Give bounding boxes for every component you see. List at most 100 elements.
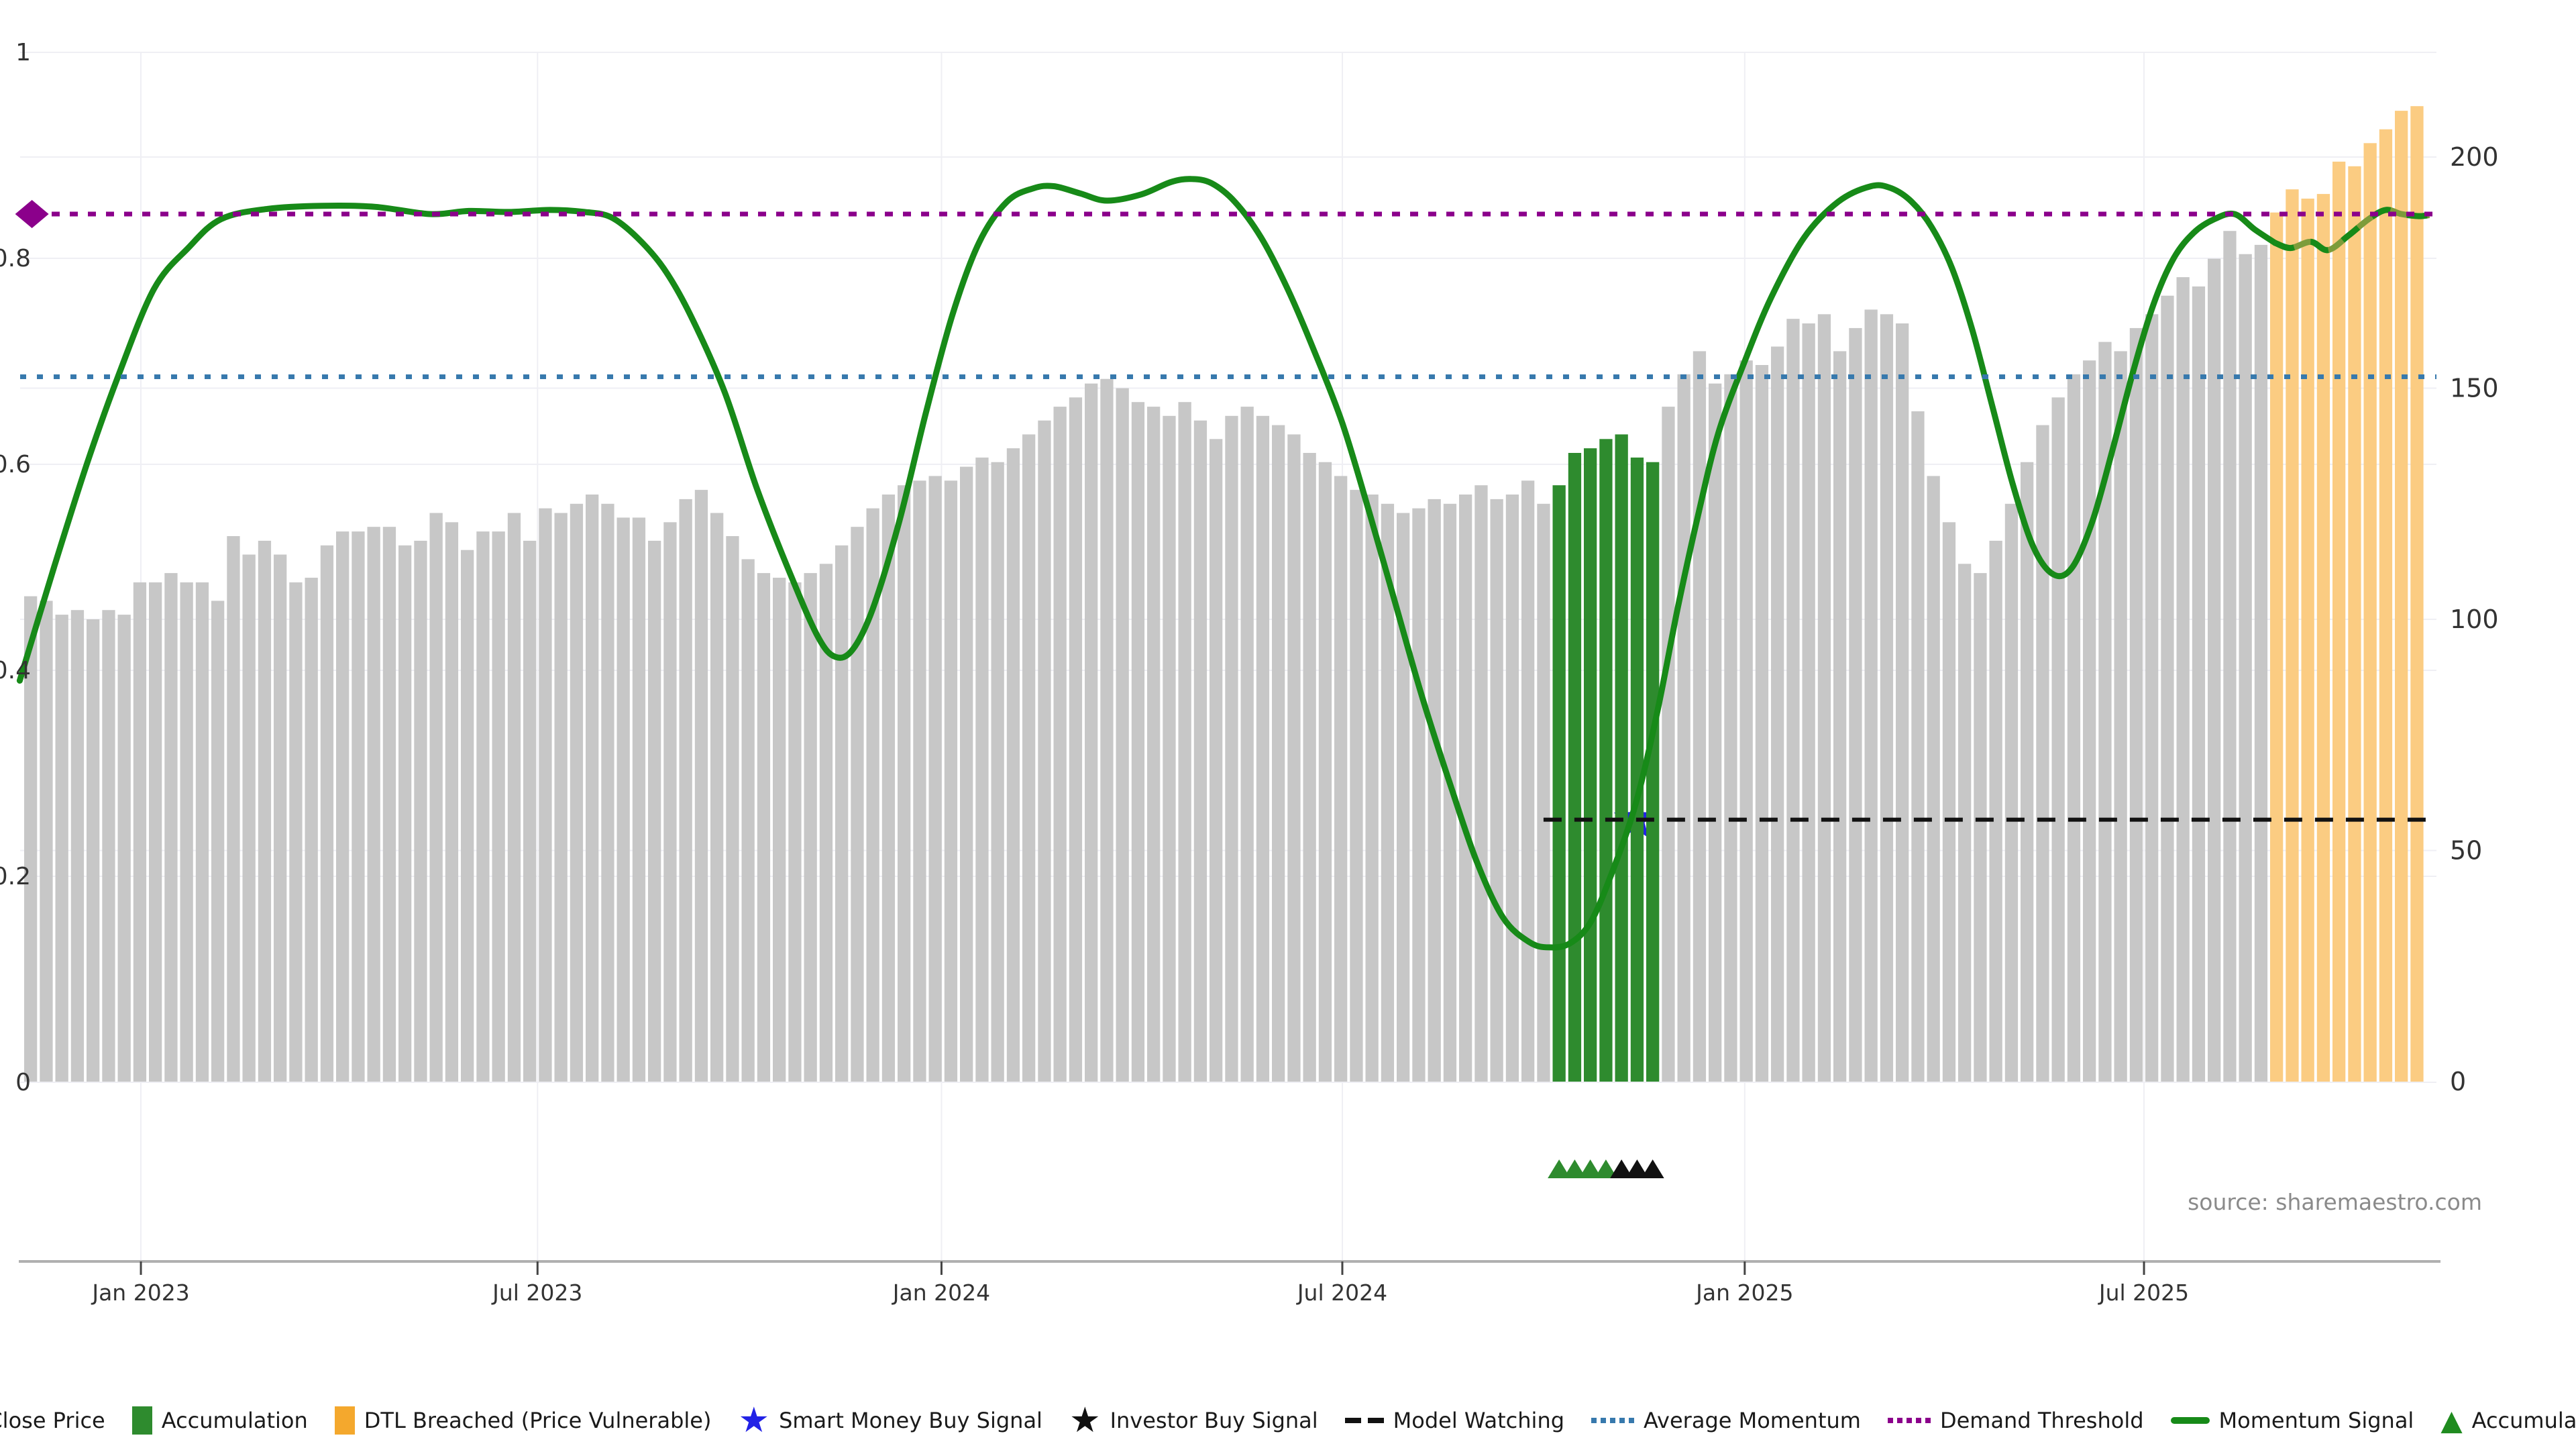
bar-close_price bbox=[1802, 323, 1815, 1082]
bar-dtl_breached bbox=[2301, 199, 2314, 1082]
signal-triangles bbox=[1548, 1159, 1664, 1178]
bar-close_price bbox=[180, 582, 193, 1082]
bar-accumulation bbox=[1584, 448, 1597, 1082]
bar-close_price bbox=[1521, 480, 1535, 1082]
bar-close_price bbox=[195, 582, 209, 1082]
bar-close_price bbox=[2036, 425, 2049, 1082]
bar-close_price bbox=[898, 485, 911, 1082]
bar-close_price bbox=[320, 545, 334, 1082]
legend-item-demand-threshold: Demand Threshold bbox=[1887, 1408, 2144, 1433]
bar-close_price bbox=[1459, 495, 1472, 1082]
bar-close_price bbox=[2021, 462, 2034, 1082]
bar-close_price bbox=[2161, 295, 2174, 1082]
bar-close_price bbox=[1739, 360, 1753, 1082]
bar-accumulation bbox=[1615, 434, 1628, 1082]
bar-close_price bbox=[1240, 407, 1254, 1082]
bar-close_price bbox=[648, 540, 661, 1082]
bar-close_price bbox=[835, 545, 849, 1082]
bar-close_price bbox=[461, 550, 474, 1082]
legend-item-dtl-breached: DTL Breached (Price Vulnerable) bbox=[334, 1406, 712, 1435]
bar-close_price bbox=[2192, 286, 2206, 1082]
legend-item-average-momentum: Average Momentum bbox=[1591, 1408, 1861, 1433]
bar-close_price bbox=[1256, 415, 1270, 1082]
bar-dtl_breached bbox=[2379, 129, 2393, 1082]
bar-close_price bbox=[1537, 503, 1550, 1082]
bar-close_price bbox=[1771, 346, 1784, 1082]
legend-swatch-momentum-signal bbox=[2170, 1417, 2210, 1424]
bar-close_price bbox=[211, 601, 225, 1082]
bar-close_price bbox=[881, 495, 896, 1082]
bar-close_price bbox=[1116, 388, 1129, 1082]
bar-accumulation bbox=[1630, 457, 1644, 1082]
bar-close_price bbox=[1786, 319, 1800, 1082]
legend-item-smart-money-buy: ★ Smart Money Buy Signal bbox=[738, 1403, 1042, 1438]
bar-dtl_breached bbox=[2316, 194, 2330, 1082]
bar-close_price bbox=[710, 513, 724, 1082]
bar-close_price bbox=[554, 513, 568, 1082]
legend-label: DTL Breached (Price Vulnerable) bbox=[364, 1408, 712, 1433]
bar-close_price bbox=[1662, 407, 1675, 1082]
bar-accumulation bbox=[1646, 462, 1660, 1082]
right-tick-label: 150 bbox=[2450, 374, 2499, 403]
legend-label: Investor Buy Signal bbox=[1110, 1408, 1318, 1433]
bar-close_price bbox=[975, 457, 989, 1082]
bar-close_price bbox=[1193, 420, 1208, 1082]
x-tick-label: Jan 2024 bbox=[892, 1280, 990, 1306]
bar-close_price bbox=[1147, 407, 1161, 1082]
bar-close_price bbox=[336, 531, 350, 1082]
bar-close_price bbox=[1833, 351, 1847, 1082]
momentum-line bbox=[16, 176, 2278, 951]
bar-close_price bbox=[70, 610, 85, 1082]
legend-swatch-demand-threshold bbox=[1887, 1418, 1931, 1423]
bar-close_price bbox=[1880, 314, 1894, 1082]
bar-close_price bbox=[1365, 495, 1379, 1082]
bar-close_price bbox=[694, 490, 708, 1082]
x-tick-label: Jul 2023 bbox=[491, 1280, 582, 1306]
bar-close_price bbox=[1397, 513, 1410, 1082]
bar-close_price bbox=[258, 540, 272, 1082]
bar-close_price bbox=[539, 508, 552, 1082]
bar-close_price bbox=[1210, 439, 1223, 1082]
bar-close_price bbox=[663, 522, 677, 1082]
bar-close_price bbox=[1911, 411, 1925, 1082]
legend-swatch-dtl-breached bbox=[334, 1406, 355, 1435]
bar-close_price bbox=[679, 499, 692, 1082]
accumulation-triangle bbox=[1578, 1159, 1602, 1178]
bar-close_price bbox=[117, 615, 131, 1082]
bar-close_price bbox=[570, 503, 584, 1082]
bar-close_price bbox=[1412, 508, 1426, 1082]
bar-close_price bbox=[102, 610, 115, 1082]
legend-item-accumulation-marker: ▲ Accumulation bbox=[2440, 1406, 2576, 1435]
legend-label: Momentum Signal bbox=[2218, 1408, 2414, 1433]
left-tick-label: 0 bbox=[15, 1069, 31, 1096]
bar-close_price bbox=[367, 527, 380, 1082]
source-note: source: sharemaestro.com bbox=[2188, 1189, 2482, 1215]
bar-close_price bbox=[40, 601, 53, 1082]
bar-close_price bbox=[1038, 420, 1051, 1082]
bar-close_price bbox=[2004, 503, 2019, 1082]
bar-close_price bbox=[492, 531, 505, 1082]
bar-close_price bbox=[1318, 462, 1332, 1082]
bar-close_price bbox=[1131, 402, 1145, 1082]
x-tick-label: Jul 2024 bbox=[1296, 1280, 1387, 1306]
bar-close_price bbox=[866, 508, 879, 1082]
bar-close_price bbox=[149, 582, 162, 1082]
legend-swatch-model-watching bbox=[1344, 1418, 1384, 1423]
legend-label: Demand Threshold bbox=[1939, 1408, 2144, 1433]
right-axis-labels: 0 50 100 150 200 bbox=[2450, 142, 2499, 1096]
right-tick-label: 100 bbox=[2450, 605, 2499, 634]
bar-close_price bbox=[1178, 402, 1191, 1082]
bar-close_price bbox=[1709, 383, 1722, 1082]
bar-close_price bbox=[1864, 309, 1878, 1082]
bar-close_price bbox=[1381, 503, 1395, 1082]
bar-close_price bbox=[1100, 378, 1114, 1082]
bar-close_price bbox=[960, 466, 973, 1082]
bar-close_price bbox=[1724, 374, 1737, 1082]
bar-close_price bbox=[476, 531, 490, 1082]
chart-legend: Close Price Accumulation DTL Breached (Pri… bbox=[0, 1397, 2576, 1444]
legend-item-close-price: Close Price bbox=[0, 1406, 105, 1435]
bar-close_price bbox=[289, 582, 303, 1082]
bar-close_price bbox=[523, 540, 537, 1082]
bar-close_price bbox=[991, 462, 1004, 1082]
bar-close_price bbox=[2176, 277, 2190, 1082]
